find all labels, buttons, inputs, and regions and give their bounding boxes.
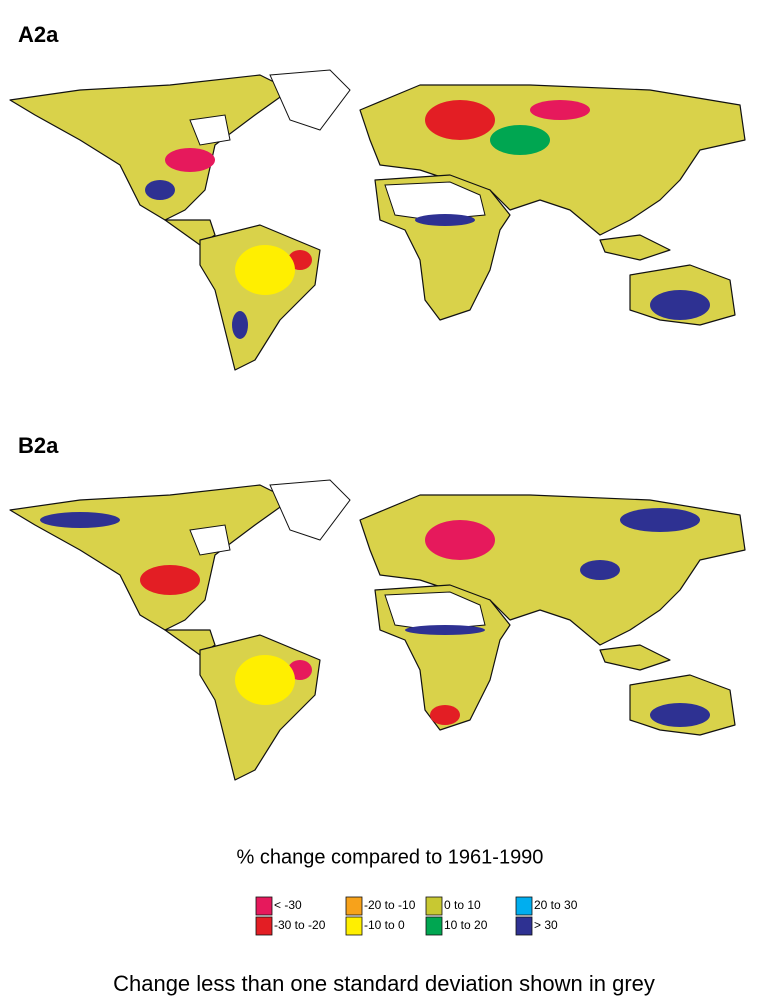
legend-label: 20 to 30: [534, 898, 578, 912]
legend-swatch: [346, 917, 362, 935]
legend-title: % change compared to 1961-1990: [237, 846, 544, 868]
legend-label: 10 to 20: [444, 918, 488, 932]
legend-label: < -30: [274, 898, 302, 912]
legend-label: -10 to 0: [364, 918, 405, 932]
legend-label: -30 to -20: [274, 918, 326, 932]
panel-label: A2a: [18, 22, 59, 47]
legend-swatch: [346, 897, 362, 915]
legend-swatch: [426, 897, 442, 915]
legend-swatch: [426, 917, 442, 935]
legend-label: 0 to 10: [444, 898, 481, 912]
panel-label: B2a: [18, 433, 59, 458]
legend-swatch: [516, 917, 532, 935]
legend-label: > 30: [534, 918, 558, 932]
map-a: [10, 70, 745, 370]
legend-label: -20 to -10: [364, 898, 416, 912]
legend: < -30 -30 to -20 -20 to -10 -10 to 0 0 to 10…: [256, 897, 578, 935]
legend-swatch: [516, 897, 532, 915]
map-b: [10, 480, 745, 780]
legend-swatch: [256, 917, 272, 935]
figure: A2a B2a % change compared to 1961-1990 <…: [0, 0, 768, 1005]
legend-swatch: [256, 897, 272, 915]
note: Change less than one standard deviation …: [113, 971, 655, 996]
